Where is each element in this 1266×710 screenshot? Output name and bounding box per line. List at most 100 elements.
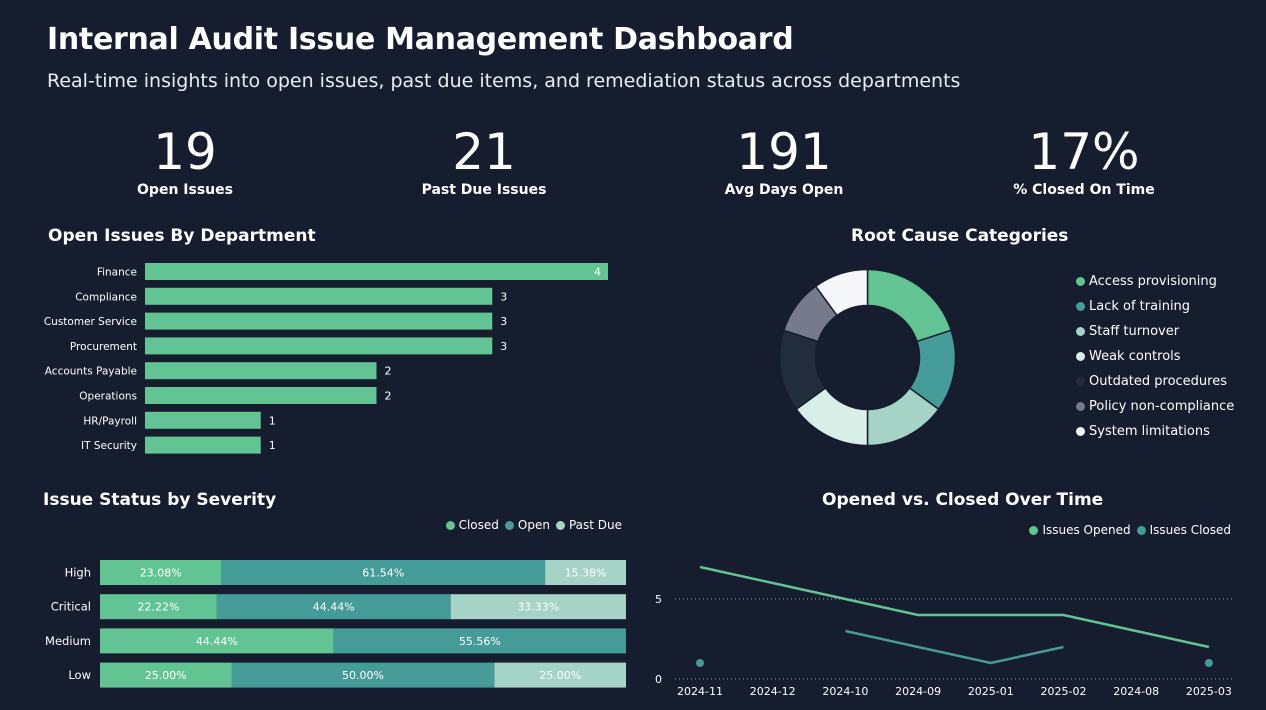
dept-bar: [145, 411, 261, 429]
severity-category-label: Medium: [45, 634, 91, 648]
kpi-past-due-issues: 21 Past Due Issues: [354, 124, 614, 198]
kpi-label: % Closed On Time: [1013, 182, 1155, 198]
kpi-label: Avg Days Open: [724, 182, 844, 198]
severity-category-label: Critical: [51, 600, 91, 614]
legend-item: Lack of training: [1076, 294, 1234, 319]
legend-swatch: [1076, 277, 1085, 286]
legend-item: Issues Opened: [1029, 523, 1131, 537]
donut-slice: [866, 268, 953, 343]
trend-line: [699, 565, 1210, 649]
dept-bar: [145, 263, 608, 280]
page-title: Internal Audit Issue Management Dashboar…: [47, 22, 794, 57]
legend-item: Closed: [445, 518, 499, 532]
legend-swatch: [1076, 427, 1085, 436]
legend-swatch: [1076, 327, 1085, 336]
trend-line: [845, 629, 1064, 665]
dept-bar: [145, 287, 493, 305]
severity-segment-label: 33.33%: [517, 601, 559, 614]
dept-category-label: HR/Payroll: [83, 415, 137, 427]
severity-segment: [100, 662, 232, 688]
legend-item: Issues Closed: [1136, 523, 1231, 537]
severity-segment: [231, 662, 495, 688]
severity-segment-label: 25.00%: [145, 669, 187, 682]
trend-y-tick: 0: [655, 673, 662, 686]
kpi-value: 17%: [1028, 123, 1140, 181]
legend-swatch: [1029, 525, 1039, 535]
dept-category-label: Procurement: [70, 341, 137, 353]
severity-segment-label: 44.44%: [196, 635, 238, 648]
dept-value-label: 3: [500, 340, 507, 353]
trend-x-tick: 2024-11: [677, 685, 723, 698]
legend-label: Outdated procedures: [1089, 374, 1227, 389]
dept-bar: [145, 436, 261, 454]
page-subtitle: Real-time insights into open issues, pas…: [47, 70, 961, 92]
legend-item: Past Due: [555, 518, 622, 532]
kpi-value: 19: [153, 123, 217, 181]
dept-bar: [145, 312, 493, 330]
severity-segment: [545, 560, 626, 585]
dept-category-label: Finance: [97, 267, 137, 279]
severity-segment: [100, 628, 334, 654]
legend-label: Issues Opened: [1042, 523, 1131, 537]
severity-segment: [494, 662, 626, 688]
legend-item: Open: [504, 518, 550, 532]
legend-label: Weak controls: [1089, 349, 1181, 364]
trend-legend: Issues Opened Issues Closed: [1023, 523, 1231, 537]
severity-segment: [333, 628, 626, 654]
severity-category-label: Low: [68, 668, 91, 682]
trend-line-chart: 0 5 2024-11 2024-12 2024-10 2024-09 2025-01 202…: [655, 565, 1232, 698]
legend-item: Policy non-compliance: [1076, 394, 1234, 419]
legend-item: Outdated procedures: [1076, 369, 1234, 394]
dept-value-label: 4: [594, 266, 601, 279]
legend-swatch: [555, 520, 565, 530]
legend-label: Past Due: [568, 518, 622, 532]
kpi-avg-days-open: 191 Avg Days Open: [654, 124, 914, 198]
dept-category-label: Compliance: [75, 291, 137, 303]
severity-legend: Closed Open Past Due: [440, 518, 622, 532]
root-cause-donut: [778, 268, 957, 447]
legend-item: Weak controls: [1076, 344, 1234, 369]
donut-slice: [814, 268, 869, 317]
trend-x-tick: 2025-01: [968, 685, 1014, 698]
severity-segment: [221, 560, 546, 585]
trend-y-tick: 5: [655, 593, 662, 606]
dept-bar-chart: Finance 4 Compliance 3 Customer Service 3 Proc…: [44, 263, 608, 454]
severity-segment-label: 25.00%: [539, 669, 581, 682]
severity-category-label: High: [65, 566, 91, 580]
dept-category-label: Customer Service: [44, 316, 137, 328]
severity-segment-label: 22.22%: [137, 601, 179, 614]
severity-segment: [100, 560, 222, 585]
legend-label: Closed: [458, 518, 499, 532]
root-cause-legend: Access provisioning Lack of training Staff…: [1076, 269, 1234, 444]
legend-label: Lack of training: [1089, 299, 1191, 314]
severity-segment-label: 44.44%: [313, 601, 355, 614]
dept-value-label: 1: [269, 439, 276, 452]
legend-swatch: [1076, 302, 1085, 311]
trend-x-tick: 2025-03: [1186, 685, 1232, 698]
legend-swatch: [1076, 402, 1085, 411]
legend-label: System limitations: [1089, 424, 1210, 439]
kpi-value: 21: [452, 123, 516, 181]
trend-x-tick: 2024-08: [1113, 685, 1159, 698]
root-cause-title: Root Cause Categories: [851, 226, 1069, 246]
dept-value-label: 2: [385, 365, 392, 378]
trend-x-tick: 2024-10: [822, 685, 868, 698]
legend-swatch: [504, 520, 514, 530]
dept-chart-title: Open Issues By Department: [48, 226, 316, 246]
dept-bar: [145, 362, 377, 380]
dept-category-label: IT Security: [81, 440, 137, 452]
trend-x-tick: 2024-09: [895, 685, 941, 698]
trend-chart-title: Opened vs. Closed Over Time: [822, 490, 1104, 510]
kpi-closed-on-time: 17% % Closed On Time: [954, 124, 1214, 198]
severity-segment-label: 61.54%: [362, 567, 404, 580]
legend-item: Access provisioning: [1076, 269, 1234, 294]
kpi-open-issues: 19 Open Issues: [55, 124, 315, 198]
legend-label: Policy non-compliance: [1089, 399, 1235, 414]
legend-label: Open: [517, 518, 550, 532]
trend-x-tick: 2024-12: [750, 685, 796, 698]
dept-value-label: 3: [500, 290, 507, 303]
dept-bar: [145, 387, 377, 404]
kpi-label: Open Issues: [137, 182, 233, 198]
severity-segment: [100, 594, 217, 620]
kpi-value: 191: [736, 123, 832, 181]
